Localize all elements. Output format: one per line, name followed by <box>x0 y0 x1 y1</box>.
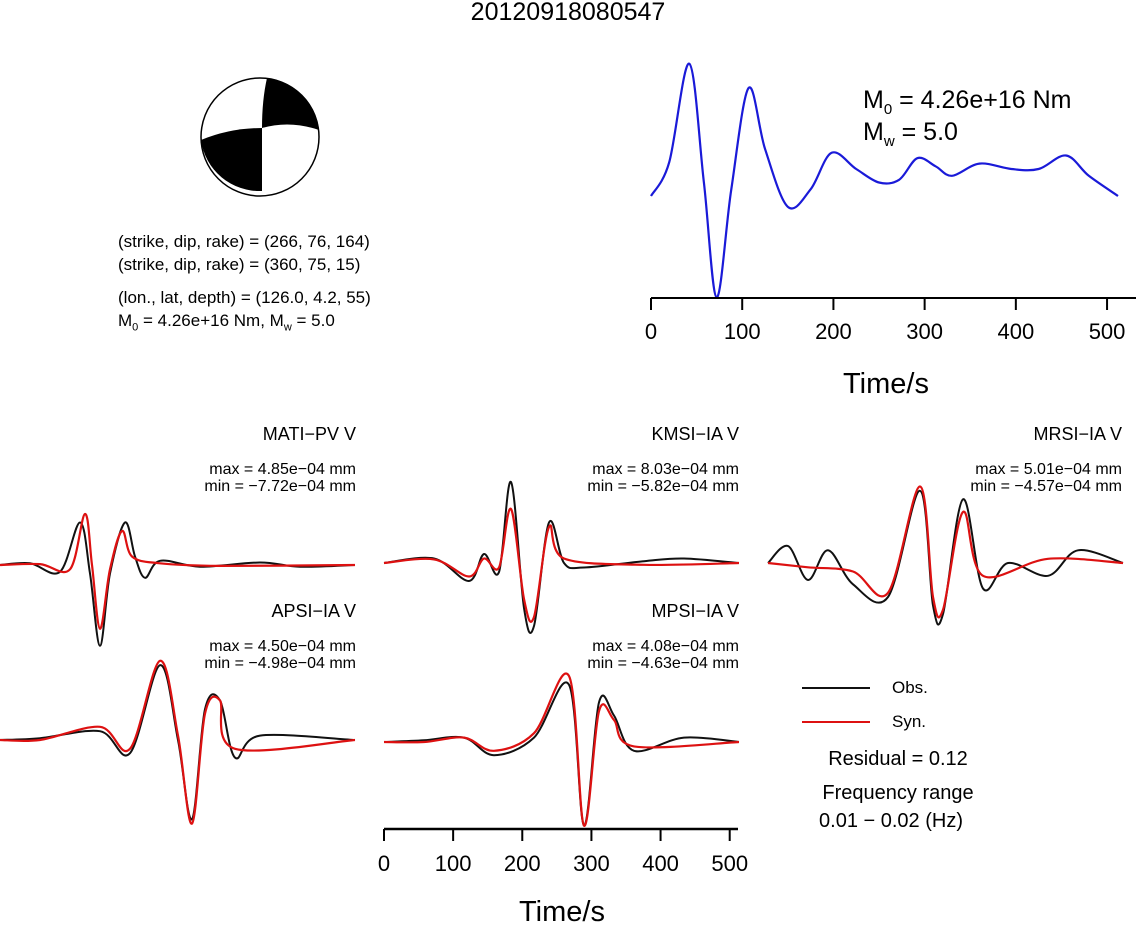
synthetic-trace <box>383 672 740 827</box>
stf-tick-label: 100 <box>723 319 761 344</box>
observed-trace <box>383 480 740 634</box>
stf-x-axis-title: Time/s <box>843 368 929 400</box>
beachball <box>200 77 320 197</box>
mw-value: = 5.0 <box>291 311 335 330</box>
waveform-tick-label: 200 <box>503 851 541 876</box>
stf-mw-value: = 5.0 <box>894 118 958 146</box>
station-label-5: MPSI−IA V <box>651 601 739 621</box>
stf-tick-label: 300 <box>906 319 943 344</box>
mw-subscript: w <box>283 321 292 334</box>
waveform-panel <box>383 480 740 634</box>
stf-mw-symbol: M <box>863 118 884 146</box>
synthetic-trace <box>767 485 1124 619</box>
station-min-3: min = −4.57e−04 mm <box>970 478 1122 495</box>
waveform-tick-label: 100 <box>434 851 472 876</box>
m0-value: = 4.26e+16 Nm, M <box>138 311 284 330</box>
waveform-panel <box>0 659 356 825</box>
stf-curve <box>650 62 1119 299</box>
station-label-2: KMSI−IA V <box>651 424 739 444</box>
station-max-4: max = 4.50e−04 mm <box>209 638 356 655</box>
station-max-2: max = 8.03e−04 mm <box>592 461 739 478</box>
station-min-5: min = −4.63e−04 mm <box>587 655 739 672</box>
mechanism-line-3: (lon., lat, depth) = (126.0, 4.2, 55) <box>118 288 371 307</box>
mechanism-line-1: (strike, dip, rake) = (266, 76, 164) <box>118 232 370 251</box>
observed-trace <box>0 521 356 647</box>
observed-trace <box>767 489 1124 626</box>
waveform-panel <box>767 485 1124 626</box>
frequency-range-label: Frequency range <box>822 782 974 804</box>
station-min-1: min = −7.72e−04 mm <box>204 478 356 495</box>
m0-subscript: 0 <box>132 321 139 334</box>
beachball-quadrant-ne <box>262 78 319 130</box>
synthetic-trace <box>383 507 740 623</box>
legend <box>802 687 870 723</box>
waveform-tick-label: 300 <box>573 851 610 876</box>
stf-mw-subscript: w <box>883 133 895 150</box>
station-min-4: min = −4.98e−04 mm <box>204 655 356 672</box>
stf-tick-label: 400 <box>997 319 1035 344</box>
legend-obs-label: Obs. <box>892 678 928 697</box>
station-max-5: max = 4.08e−04 mm <box>592 638 739 655</box>
plot-title: 20120918080547 <box>470 0 666 26</box>
mechanism-moment: M0 = 4.26e+16 Nm, Mw = 5.0 <box>118 310 335 338</box>
stf-m0-subscript: 0 <box>883 101 893 118</box>
m0-symbol: M <box>118 311 133 330</box>
station-max-1: max = 4.85e−04 mm <box>209 461 356 478</box>
observed-trace <box>383 681 740 827</box>
waveform-tick-label: 400 <box>642 851 679 876</box>
waveform-panel <box>383 672 740 827</box>
station-label-1: MATI−PV V <box>262 424 356 444</box>
station-min-2: min = −5.82e−04 mm <box>587 478 739 495</box>
stf-m0-symbol: M <box>863 86 884 114</box>
synthetic-trace <box>0 512 356 630</box>
stf-tick-label: 0 <box>644 319 658 344</box>
observed-trace <box>0 664 356 821</box>
beachball-quadrant-sw <box>201 128 262 192</box>
station-label-3: MRSI−IA V <box>1033 424 1122 444</box>
waveform-panels <box>0 480 1124 827</box>
waveform-tick-label: 500 <box>711 851 749 876</box>
station-label-4: APSI−IA V <box>271 601 356 621</box>
waveform-x-axis-title: Time/s <box>519 896 605 928</box>
stf-m0-value: = 4.26e+16 Nm <box>892 86 1072 114</box>
stf-mw-label: Mw = 5.0 <box>863 117 958 157</box>
legend-syn-label: Syn. <box>892 712 927 731</box>
frequency-range-value: 0.01 − 0.02 (Hz) <box>819 810 963 832</box>
waveform-panel <box>0 512 356 647</box>
mechanism-line-2: (strike, dip, rake) = (360, 75, 15) <box>118 255 361 274</box>
station-max-3: max = 5.01e−04 mm <box>975 461 1122 478</box>
stf-m0-label: M0 = 4.26e+16 Nm <box>863 85 1071 125</box>
synthetic-trace <box>0 659 356 825</box>
stf-tick-label: 200 <box>815 319 852 344</box>
axes <box>383 297 1136 841</box>
waveform-tick-label: 0 <box>377 851 391 876</box>
stf-tick-label: 500 <box>1088 319 1126 344</box>
residual-text: Residual = 0.12 <box>828 748 968 770</box>
stf-chart <box>650 62 1119 299</box>
